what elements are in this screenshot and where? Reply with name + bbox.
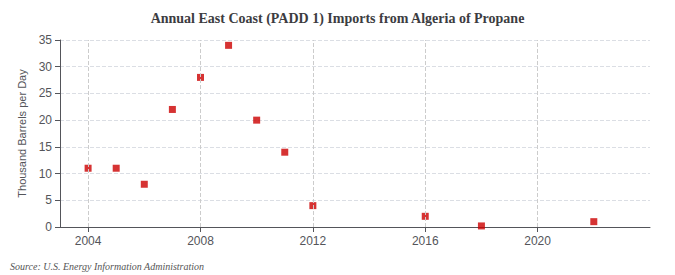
svg-text:Annual East Coast (PADD 1) Imp: Annual East Coast (PADD 1) Imports from … bbox=[151, 11, 525, 27]
svg-text:15: 15 bbox=[39, 140, 53, 154]
svg-text:30: 30 bbox=[39, 60, 53, 74]
svg-text:2020: 2020 bbox=[524, 234, 551, 248]
svg-text:Source: U.S. Energy Informatio: Source: U.S. Energy Information Administ… bbox=[10, 261, 204, 272]
svg-text:20: 20 bbox=[39, 113, 53, 127]
svg-text:25: 25 bbox=[39, 86, 53, 100]
svg-text:10: 10 bbox=[39, 167, 53, 181]
svg-text:Thousand Barrels per Day: Thousand Barrels per Day bbox=[16, 69, 28, 198]
svg-text:2012: 2012 bbox=[300, 234, 327, 248]
svg-text:2008: 2008 bbox=[187, 234, 214, 248]
svg-text:35: 35 bbox=[39, 33, 53, 47]
svg-text:2004: 2004 bbox=[75, 234, 102, 248]
svg-text:2016: 2016 bbox=[412, 234, 439, 248]
svg-text:0: 0 bbox=[45, 220, 52, 234]
svg-text:5: 5 bbox=[45, 193, 52, 207]
